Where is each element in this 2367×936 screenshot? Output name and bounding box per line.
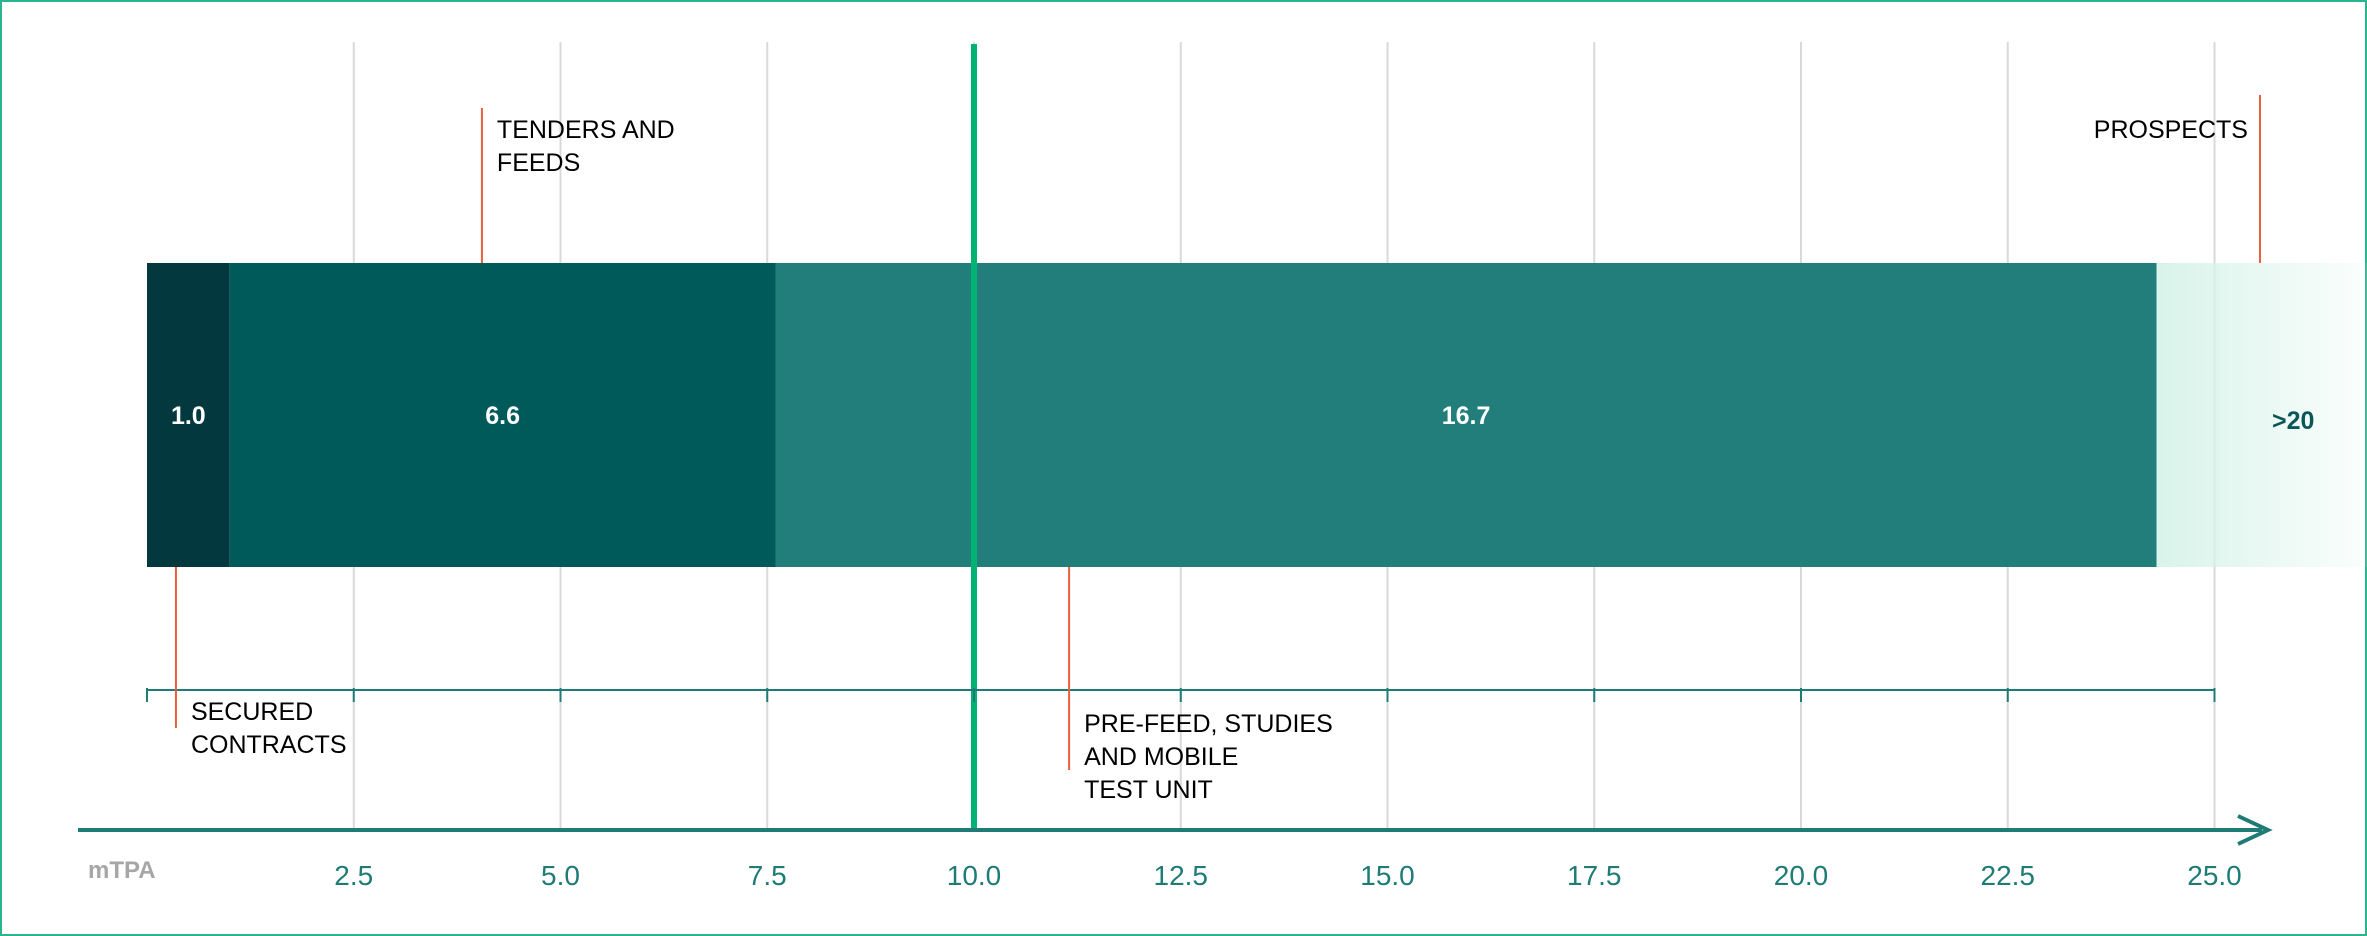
- segment-value-label: 16.7: [1442, 402, 1491, 430]
- annotation-label: PROSPECTS: [2094, 116, 2248, 144]
- tick-label: 15.0: [1360, 860, 1415, 891]
- unit-label: mTPA: [88, 857, 156, 884]
- tick-label: 10.0: [947, 860, 1002, 891]
- axis-arrow-icon: [2237, 814, 2273, 846]
- segment-value-label: >20: [2272, 407, 2314, 435]
- annotation-label: SECURED: [191, 698, 313, 726]
- segment-value-label: 6.6: [485, 402, 520, 430]
- stacked-bar: 1.0 6.6 16.7 >20: [147, 263, 2367, 567]
- x-axis: mTPA 2.5 5.0 7.5 10.0 12.5 15.0 17.5 20.0 22.5 25…: [78, 814, 2273, 891]
- tick-label: 7.5: [748, 860, 787, 891]
- bar-segment: [147, 263, 230, 567]
- bar-segment: [2156, 263, 2367, 567]
- annotation-label: FEEDS: [497, 149, 580, 177]
- scale-bracket: [146, 688, 2216, 702]
- bar-segment: [775, 263, 2157, 567]
- annotation-label: TENDERS AND: [497, 116, 675, 144]
- annotation-label: AND MOBILE: [1084, 743, 1238, 771]
- tick-label: 5.0: [541, 860, 580, 891]
- tick-label: 2.5: [334, 860, 373, 891]
- tick-label: 17.5: [1567, 860, 1622, 891]
- annotations: TENDERS AND FEEDS PROSPECTS SECURED CONTRACT…: [174, 95, 2261, 804]
- annotation-label: CONTRACTS: [191, 731, 347, 759]
- tick-label: 20.0: [1774, 860, 1829, 891]
- tick-label: 25.0: [2187, 860, 2242, 891]
- annotation-label: TEST UNIT: [1084, 776, 1213, 804]
- tick-label: 22.5: [1981, 860, 2036, 891]
- segment-value-label: 1.0: [171, 402, 206, 430]
- annotation-label: PRE-FEED, STUDIES: [1084, 710, 1333, 738]
- bar-segment: [229, 263, 776, 567]
- tick-label: 12.5: [1154, 860, 1209, 891]
